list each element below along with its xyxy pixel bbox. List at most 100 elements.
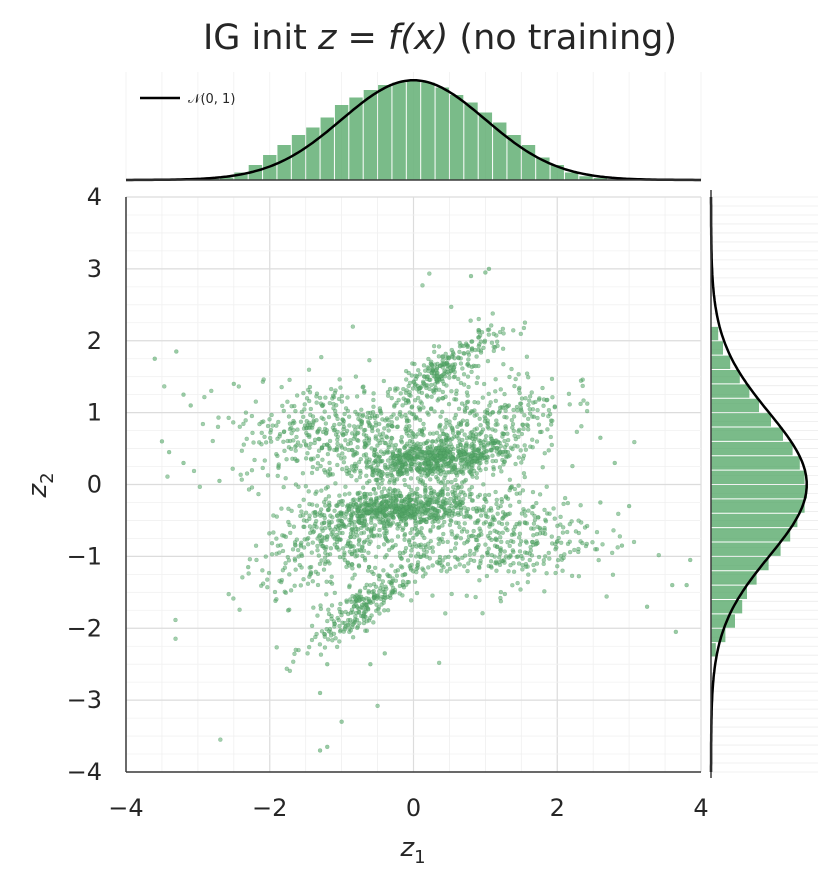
scatter-point	[393, 542, 398, 548]
top-hist-bar	[378, 85, 392, 180]
scatter-point	[529, 437, 535, 442]
y-tick-label: −1	[67, 542, 102, 570]
scatter-point	[532, 568, 537, 573]
scatter-point	[479, 554, 485, 559]
scatter-point	[358, 470, 363, 476]
scatter-point	[429, 394, 434, 400]
scatter-point	[346, 447, 351, 453]
scatter-point	[426, 366, 431, 371]
scatter-point	[267, 417, 272, 422]
scatter-point	[354, 553, 360, 558]
scatter-point	[325, 661, 330, 667]
scatter-point	[325, 637, 331, 642]
scatter-point	[465, 506, 471, 512]
scatter-point	[265, 584, 270, 590]
scatter-point	[471, 468, 477, 474]
scatter-point	[476, 343, 482, 349]
scatter-point	[294, 393, 300, 398]
scatter-point	[496, 520, 502, 525]
scatter-point	[331, 631, 337, 637]
scatter-point	[352, 461, 358, 467]
scatter-point	[519, 409, 524, 414]
scatter-point	[482, 338, 488, 344]
scatter-point	[537, 492, 543, 497]
scatter-point	[567, 549, 573, 555]
scatter-point	[486, 266, 492, 272]
scatter-point	[400, 403, 405, 408]
scatter-point	[419, 526, 424, 531]
scatter-point	[327, 466, 333, 472]
scatter-point	[551, 506, 556, 511]
scatter-point	[441, 531, 446, 537]
scatter-point	[511, 569, 517, 574]
scatter-point	[362, 557, 368, 563]
scatter-point	[307, 445, 312, 451]
scatter-point	[336, 518, 341, 523]
scatter-point	[260, 465, 265, 471]
scatter-point	[313, 569, 319, 575]
scatter-point	[560, 525, 566, 530]
scatter-point	[443, 555, 448, 560]
scatter-point	[561, 555, 566, 561]
scatter-point	[444, 510, 449, 516]
scatter-point	[495, 422, 500, 427]
scatter-point	[530, 407, 536, 412]
scatter-point	[474, 537, 480, 543]
scatter-point	[371, 460, 376, 466]
scatter-point	[216, 415, 221, 420]
scatter-point	[498, 443, 504, 449]
scatter-point	[437, 387, 442, 393]
scatter-point	[590, 540, 595, 545]
scatter-point	[450, 456, 455, 462]
scatter-point	[469, 491, 474, 497]
scatter-point	[549, 541, 555, 546]
scatter-point	[313, 491, 318, 496]
scatter-point	[337, 525, 343, 531]
scatter-point	[530, 511, 535, 516]
scatter-point	[253, 543, 259, 548]
scatter-point	[288, 588, 294, 593]
scatter-point	[377, 507, 382, 512]
scatter-point	[292, 651, 297, 657]
scatter-point	[524, 550, 530, 556]
scatter-point	[373, 496, 379, 501]
scatter-point	[226, 415, 231, 421]
scatter-point	[463, 457, 468, 462]
scatter-point	[290, 547, 296, 552]
scatter-point	[483, 433, 489, 439]
scatter-point	[464, 441, 469, 446]
scatter-point	[405, 558, 411, 563]
scatter-point	[338, 385, 343, 390]
scatter-point	[361, 384, 366, 389]
scatter-point	[412, 579, 418, 585]
scatter-point	[476, 335, 482, 340]
scatter-point	[516, 535, 522, 540]
scatter-point	[285, 608, 291, 613]
scatter-point	[522, 474, 528, 480]
scatter-point	[505, 449, 511, 455]
scatter-point	[436, 508, 442, 514]
scatter-point	[260, 379, 266, 384]
scatter-point	[520, 422, 526, 428]
scatter-point	[301, 518, 307, 523]
scatter-point	[359, 495, 365, 500]
scatter-point	[323, 395, 328, 400]
scatter-point	[512, 433, 517, 439]
scatter-point	[329, 603, 335, 608]
scatter-point	[317, 690, 323, 696]
scatter-point	[380, 477, 385, 483]
scatter-point	[324, 544, 329, 550]
y-tick-label: 2	[87, 327, 102, 355]
scatter-point	[413, 414, 419, 420]
scatter-point	[287, 522, 292, 528]
top-hist-bar	[392, 82, 406, 180]
scatter-point	[421, 547, 427, 553]
scatter-point	[441, 441, 446, 447]
scatter-point	[478, 348, 484, 353]
scatter-point	[294, 443, 299, 448]
scatter-point	[521, 470, 527, 476]
scatter-point	[371, 486, 377, 492]
scatter-point	[542, 507, 547, 513]
scatter-point	[215, 424, 221, 430]
scatter-point	[540, 385, 545, 391]
